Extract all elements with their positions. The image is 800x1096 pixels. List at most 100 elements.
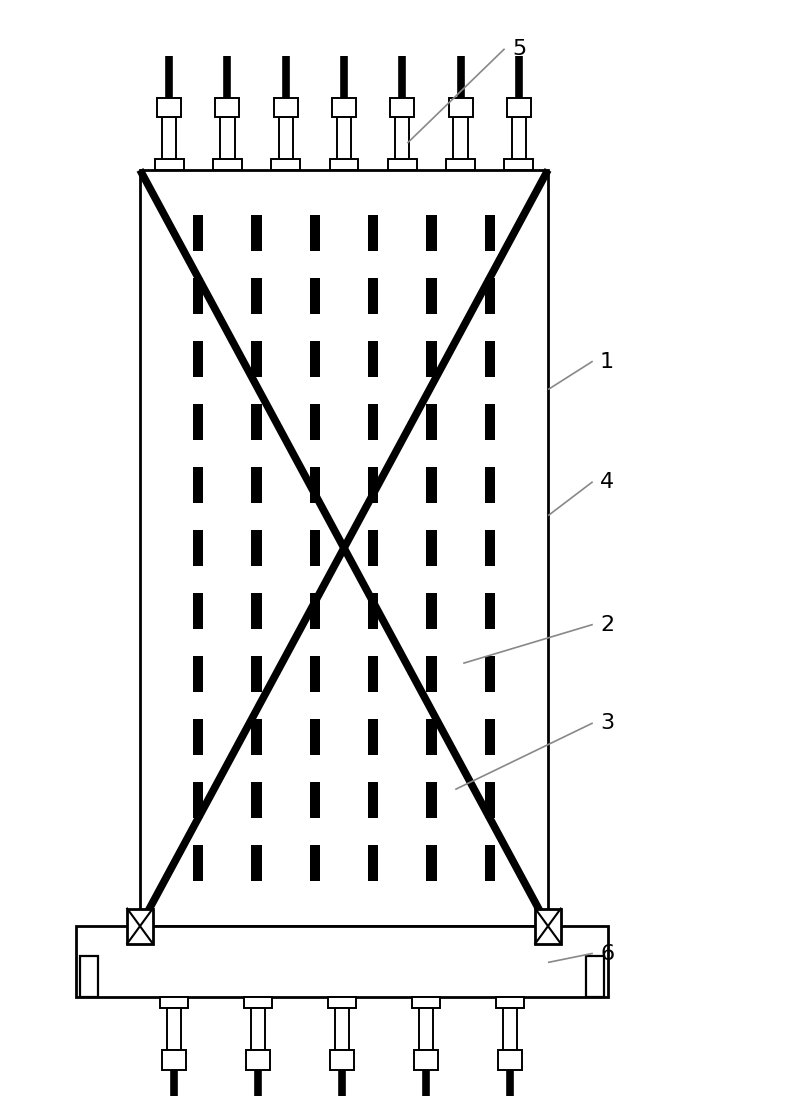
Bar (368, 781, 378, 819)
Bar (274, 98, 298, 117)
Bar (251, 467, 262, 503)
Bar (368, 341, 378, 377)
Bar (278, 117, 293, 159)
Bar (335, 1008, 349, 1050)
Bar (535, 909, 561, 944)
Bar (251, 593, 262, 629)
Bar (193, 655, 203, 693)
Bar (446, 159, 475, 170)
Bar (485, 781, 495, 819)
Bar (251, 781, 262, 819)
Bar (426, 655, 437, 693)
Bar (426, 719, 437, 755)
Bar (80, 956, 98, 997)
Bar (368, 719, 378, 755)
Bar (503, 1008, 518, 1050)
Text: 2: 2 (600, 615, 614, 635)
Bar (368, 403, 378, 441)
Bar (76, 926, 608, 997)
Bar (426, 845, 437, 881)
Bar (330, 159, 358, 170)
Bar (337, 117, 351, 159)
Bar (485, 467, 495, 503)
Bar (328, 997, 357, 1008)
Bar (368, 277, 378, 315)
Bar (162, 117, 176, 159)
Bar (251, 277, 262, 315)
Bar (426, 781, 437, 819)
Bar (243, 997, 272, 1008)
Bar (140, 170, 548, 926)
Bar (310, 593, 320, 629)
Bar (310, 403, 320, 441)
Bar (368, 467, 378, 503)
Bar (426, 215, 437, 251)
Bar (162, 1050, 186, 1070)
Bar (505, 159, 534, 170)
Bar (368, 845, 378, 881)
Bar (251, 845, 262, 881)
Bar (390, 98, 414, 117)
Bar (426, 467, 437, 503)
Text: 6: 6 (600, 944, 614, 963)
Bar (271, 159, 300, 170)
Bar (193, 781, 203, 819)
Text: 3: 3 (600, 713, 614, 733)
Bar (310, 467, 320, 503)
Bar (586, 956, 604, 997)
Bar (157, 98, 181, 117)
Bar (246, 1050, 270, 1070)
Bar (310, 845, 320, 881)
Bar (426, 529, 437, 567)
Bar (193, 403, 203, 441)
Bar (368, 215, 378, 251)
Bar (449, 98, 473, 117)
Bar (193, 593, 203, 629)
Bar (330, 1050, 354, 1070)
Bar (496, 997, 525, 1008)
Bar (310, 655, 320, 693)
Bar (485, 845, 495, 881)
Bar (498, 1050, 522, 1070)
Bar (310, 341, 320, 377)
Bar (127, 909, 153, 944)
Bar (485, 655, 495, 693)
Bar (485, 277, 495, 315)
Bar (310, 215, 320, 251)
Bar (485, 593, 495, 629)
Bar (193, 467, 203, 503)
Bar (160, 997, 189, 1008)
Bar (395, 117, 410, 159)
Bar (426, 341, 437, 377)
Bar (419, 1008, 434, 1050)
Bar (251, 1008, 266, 1050)
Bar (368, 655, 378, 693)
Bar (412, 997, 441, 1008)
Bar (154, 159, 183, 170)
Bar (485, 529, 495, 567)
Bar (426, 403, 437, 441)
Bar (251, 529, 262, 567)
Bar (310, 719, 320, 755)
Bar (485, 719, 495, 755)
Bar (426, 277, 437, 315)
Bar (485, 341, 495, 377)
Bar (215, 98, 239, 117)
Bar (193, 341, 203, 377)
Bar (251, 403, 262, 441)
Text: 5: 5 (512, 39, 526, 59)
Bar (310, 277, 320, 315)
Bar (485, 403, 495, 441)
Text: 4: 4 (600, 472, 614, 492)
Bar (426, 593, 437, 629)
Bar (310, 781, 320, 819)
Bar (388, 159, 417, 170)
Bar (512, 117, 526, 159)
Text: 1: 1 (600, 352, 614, 372)
Bar (193, 215, 203, 251)
Bar (251, 215, 262, 251)
Bar (213, 159, 242, 170)
Bar (332, 98, 356, 117)
Bar (414, 1050, 438, 1070)
Bar (454, 117, 468, 159)
